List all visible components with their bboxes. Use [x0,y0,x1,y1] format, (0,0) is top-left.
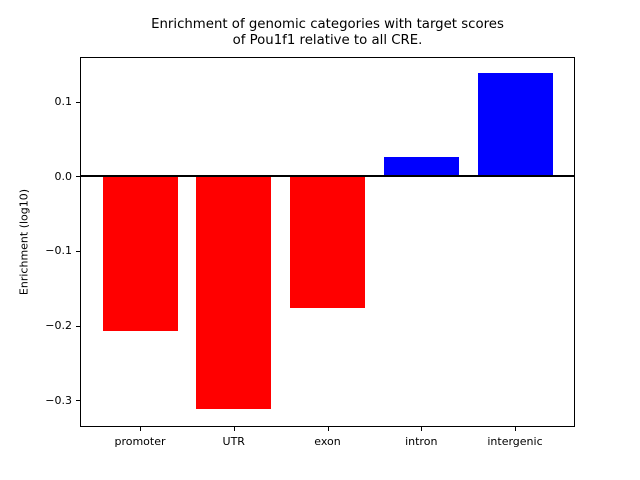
axes [80,57,575,427]
x-tick-label-UTR: UTR [222,435,245,448]
x-tick-mark [233,427,235,431]
y-tick-mark [76,176,80,178]
x-tick-mark [421,427,423,431]
y-tick-mark [76,400,80,402]
y-tick-label: −0.3 [45,393,72,407]
bar-intergenic [477,73,553,177]
x-tick-mark [140,427,141,431]
bar-promoter [102,176,178,331]
y-tick-label: −0.1 [45,244,72,258]
x-tick-label-exon: exon [314,435,341,448]
y-tick-label: 0.1 [54,95,73,109]
bar-UTR [196,176,272,410]
x-tick-mark [515,427,516,431]
y-tick-label: 0.0 [54,169,73,183]
y-tick-mark [76,325,80,327]
y-tick-mark [76,250,80,252]
x-tick-label-promoter: promoter [114,435,166,448]
y-tick-mark [76,101,80,103]
chart-title: Enrichment of genomic categories with ta… [151,17,504,48]
x-tick-label-intron: intron [405,435,438,448]
x-tick-mark [327,427,329,431]
zero-line [80,175,575,178]
x-tick-label-intergenic: intergenic [487,435,543,448]
y-axis-label: Enrichment (log10) [17,188,31,296]
y-tick-label: −0.2 [45,319,72,333]
bar-exon [290,176,365,309]
bar-intron [383,156,459,177]
